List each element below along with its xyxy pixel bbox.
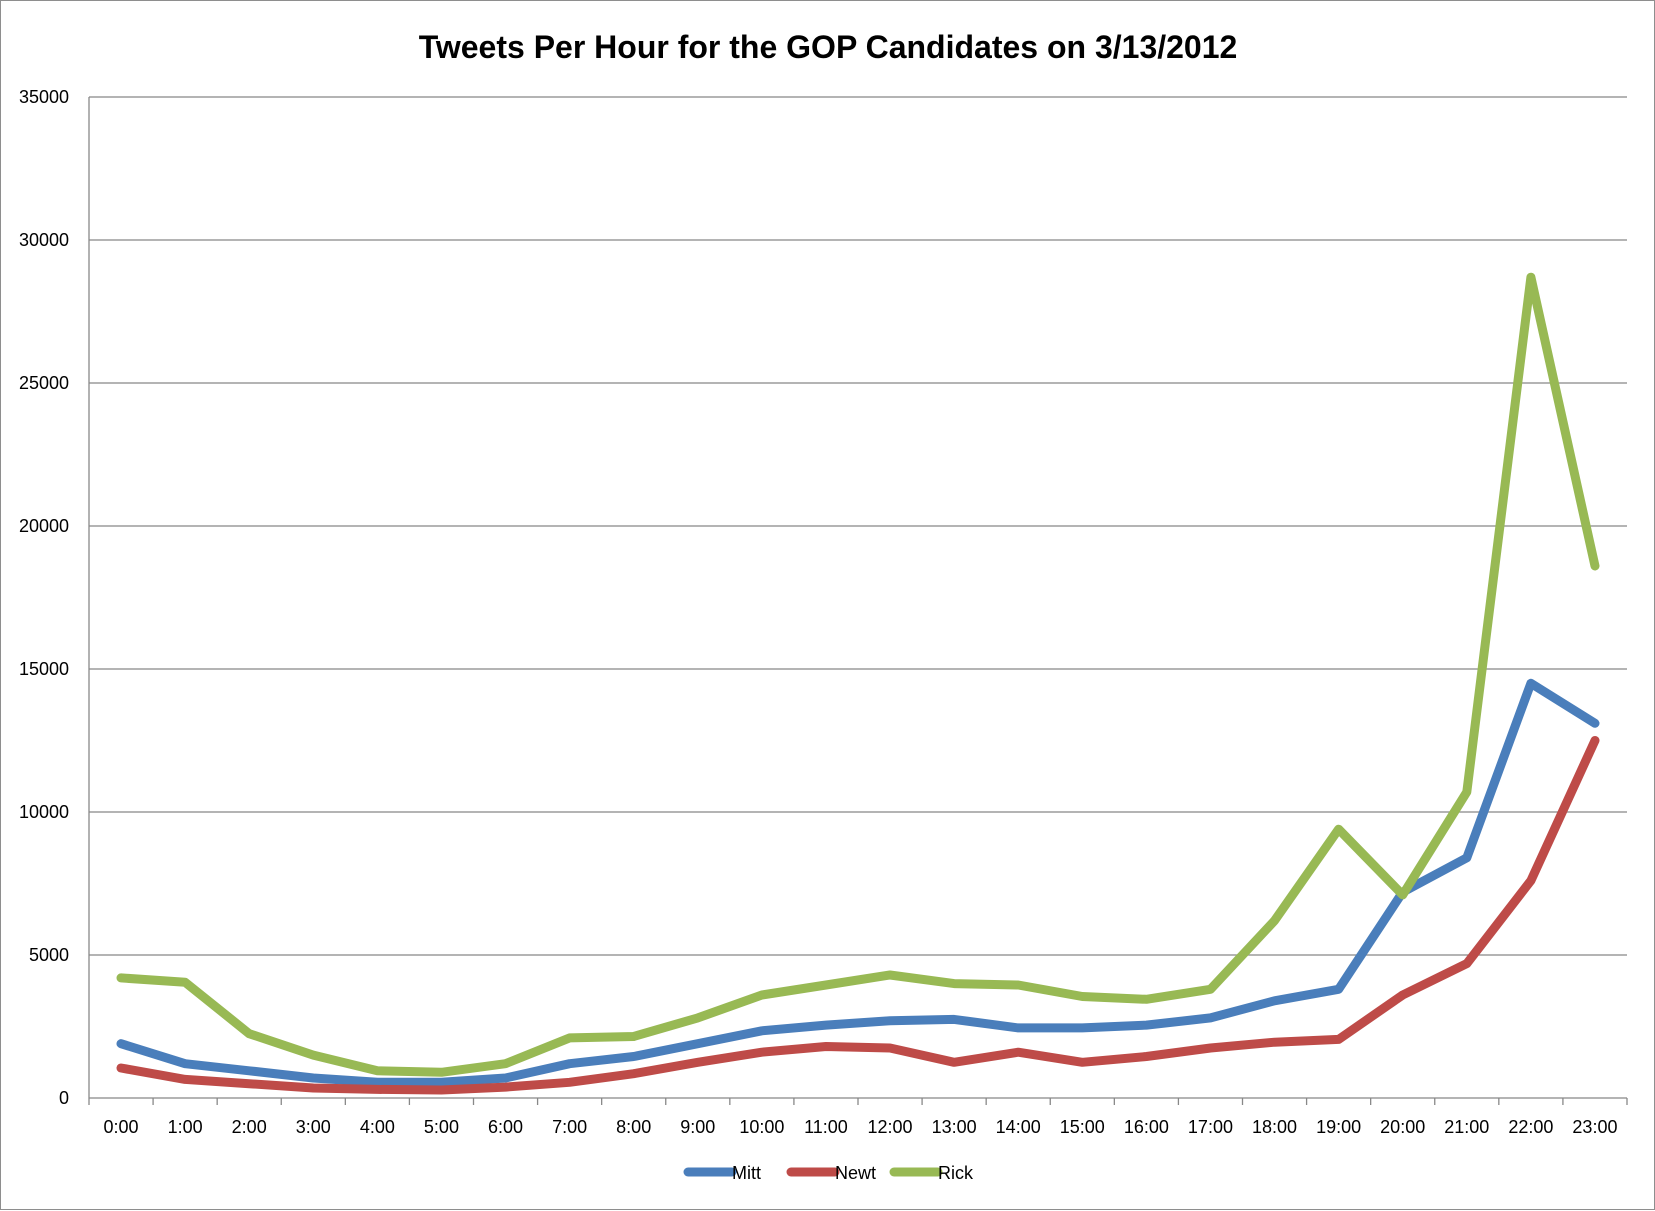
x-tick-label: 23:00	[1572, 1117, 1617, 1137]
x-tick-label: 3:00	[296, 1117, 331, 1137]
chart-title: Tweets Per Hour for the GOP Candidates o…	[419, 29, 1238, 65]
series-line-mitt	[116, 678, 1600, 1087]
x-tick-label: 15:00	[1060, 1117, 1105, 1137]
x-tick-label: 9:00	[680, 1117, 715, 1137]
legend-label-mitt: Mitt	[732, 1163, 761, 1183]
x-tick-label: 11:00	[804, 1117, 848, 1137]
x-tick-label: 1:00	[168, 1117, 203, 1137]
x-tick-label: 16:00	[1124, 1117, 1169, 1137]
y-tick-label: 10000	[19, 802, 69, 822]
y-tick-label: 30000	[19, 230, 69, 250]
x-tick-label: 21:00	[1444, 1117, 1489, 1137]
y-tick-label: 35000	[19, 87, 69, 107]
series-line-newt	[116, 736, 1600, 1095]
series-lines	[116, 272, 1600, 1095]
y-tick-label: 5000	[29, 945, 69, 965]
x-tick-label: 17:00	[1188, 1117, 1233, 1137]
x-tick-labels: 0:00 1:00 2:00 3:00 4:00 5:00 6:00 7:00 8:00 9:00…	[104, 1117, 1618, 1137]
y-tick-label: 15000	[19, 659, 69, 679]
x-tick-label: 12:00	[868, 1117, 913, 1137]
x-tick-label: 5:00	[424, 1117, 459, 1137]
y-tick-label: 25000	[19, 373, 69, 393]
x-tick-label: 19:00	[1316, 1117, 1361, 1137]
x-tick-label: 7:00	[552, 1117, 587, 1137]
y-tick-labels: 0 5000 10000 15000 20000 25000 30000 35000	[19, 87, 69, 1108]
y-tick-label: 20000	[19, 516, 69, 536]
x-tick-label: 20:00	[1380, 1117, 1425, 1137]
x-tick-label: 18:00	[1252, 1117, 1297, 1137]
gridlines	[89, 96, 1627, 956]
x-tick-label: 10:00	[739, 1117, 784, 1137]
legend: Mitt Newt Rick	[683, 1163, 974, 1183]
legend-label-newt: Newt	[835, 1163, 876, 1183]
x-tick-label: 14:00	[996, 1117, 1041, 1137]
series-line-rick	[116, 272, 1600, 1077]
x-tick-label: 6:00	[488, 1117, 523, 1137]
x-tick-label: 2:00	[232, 1117, 267, 1137]
x-tick-label: 22:00	[1508, 1117, 1553, 1137]
x-tick-label: 13:00	[932, 1117, 977, 1137]
y-tick-label: 0	[59, 1088, 69, 1108]
legend-label-rick: Rick	[938, 1163, 974, 1183]
axes	[88, 97, 1628, 1105]
x-tick-label: 0:00	[104, 1117, 139, 1137]
x-tick-label: 8:00	[616, 1117, 651, 1137]
x-tick-label: 4:00	[360, 1117, 395, 1137]
